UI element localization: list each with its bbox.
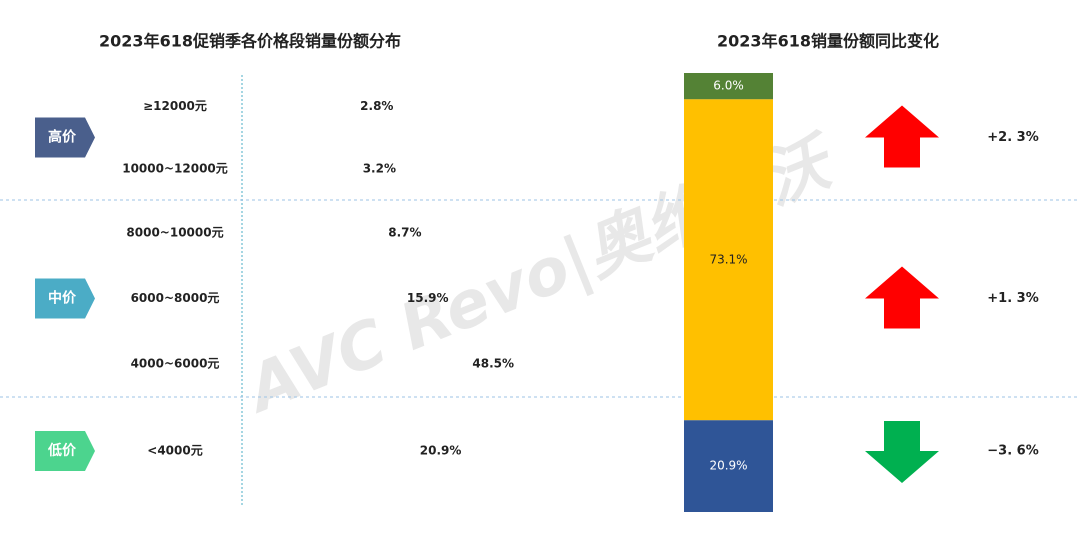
down-arrow bbox=[865, 421, 939, 483]
up-arrow bbox=[865, 105, 939, 168]
value-label: 2.8% bbox=[360, 99, 393, 113]
segment-label: 20.9% bbox=[709, 459, 747, 473]
category-label: <4000元 bbox=[147, 444, 202, 458]
bar bbox=[250, 291, 403, 307]
bar bbox=[250, 161, 354, 177]
segment-label: 73.1% bbox=[709, 252, 747, 266]
bar bbox=[250, 98, 352, 114]
group-tag bbox=[35, 117, 95, 158]
change-label: +2. 3% bbox=[987, 130, 1038, 145]
bar bbox=[250, 443, 416, 459]
bar bbox=[250, 356, 468, 372]
value-label: 8.7% bbox=[388, 225, 421, 239]
stack-segment bbox=[684, 420, 773, 512]
value-label: 20.9% bbox=[420, 444, 462, 458]
group-label: 中价 bbox=[48, 290, 77, 307]
up-arrow bbox=[865, 266, 939, 329]
category-label: ≥12000元 bbox=[143, 99, 207, 113]
group-label: 低价 bbox=[47, 442, 77, 459]
stack-segment bbox=[684, 73, 773, 100]
value-label: 3.2% bbox=[363, 161, 396, 175]
segment-label: 6.0% bbox=[713, 79, 744, 93]
category-label: 4000~6000元 bbox=[131, 357, 220, 371]
category-label: 6000~8000元 bbox=[131, 291, 220, 305]
group-tag bbox=[35, 431, 95, 471]
value-label: 48.5% bbox=[472, 357, 514, 371]
bar bbox=[250, 225, 380, 241]
right-title: 2023年618销量份额同比变化 bbox=[717, 32, 939, 51]
group-tag bbox=[35, 278, 95, 319]
value-label: 15.9% bbox=[407, 291, 449, 305]
group-label: 高价 bbox=[48, 129, 77, 146]
category-label: 10000~12000元 bbox=[122, 161, 228, 175]
change-label: +1. 3% bbox=[987, 291, 1038, 306]
change-label: −3. 6% bbox=[987, 444, 1038, 459]
left-title: 2023年618促销季各价格段销量份额分布 bbox=[99, 32, 401, 51]
stack-segment bbox=[684, 99, 773, 421]
category-label: 8000~10000元 bbox=[126, 225, 223, 239]
